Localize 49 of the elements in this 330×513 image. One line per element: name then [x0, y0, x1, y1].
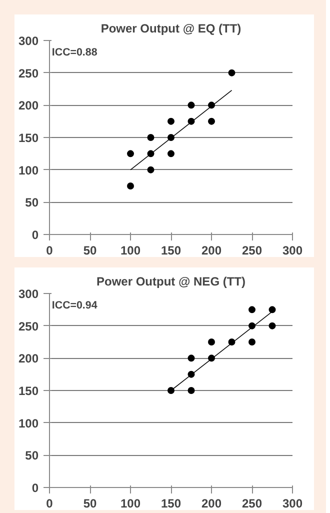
- y-tick-label: 200: [18, 352, 39, 366]
- x-tick-label: 150: [160, 244, 182, 258]
- x-tick-label: 0: [46, 244, 54, 258]
- chart-title: Power Output @ NEG (TT): [96, 274, 246, 288]
- y-tick-label: 300: [18, 34, 39, 48]
- y-tick-label: 150: [18, 131, 39, 145]
- y-tick-label: 250: [18, 319, 39, 334]
- y-tick-label: 50: [25, 448, 39, 463]
- y-tick-label: 0: [32, 481, 39, 495]
- x-tick-label: 250: [242, 496, 262, 510]
- point: [208, 338, 215, 346]
- point: [147, 134, 154, 141]
- y-tick-label: 200: [18, 98, 39, 113]
- x-tick-label: 200: [201, 496, 222, 510]
- x-tick-label: 50: [83, 244, 97, 258]
- point: [208, 118, 215, 125]
- point: [248, 306, 256, 314]
- x-tick-label: 100: [120, 496, 141, 510]
- point: [168, 387, 174, 394]
- x-tick-label: 0: [46, 496, 54, 510]
- y-tick-label: 0: [32, 228, 39, 242]
- y-tick-label: 50: [25, 196, 39, 210]
- annotation: ICC=0.88: [52, 46, 98, 58]
- point: [127, 182, 134, 190]
- point: [168, 150, 174, 158]
- point: [188, 354, 195, 362]
- y-tick-label: 300: [18, 287, 39, 301]
- point: [127, 150, 134, 158]
- point: [168, 118, 174, 125]
- y-tick-label: 250: [18, 66, 39, 80]
- annotation: ICC=0.94: [52, 299, 98, 312]
- point: [228, 69, 236, 76]
- y-tick-label: 100: [18, 163, 39, 178]
- point: [188, 102, 195, 109]
- x-tick-label: 150: [160, 496, 182, 510]
- x-tick-label: 250: [242, 244, 262, 258]
- x-tick-label: 300: [282, 496, 303, 510]
- x-tick-label: 200: [201, 244, 222, 258]
- y-tick-label: 150: [18, 384, 39, 398]
- y-tick-label: 100: [18, 416, 39, 430]
- x-tick-label: 100: [120, 244, 141, 258]
- point: [268, 306, 276, 314]
- x-tick-label: 50: [83, 496, 97, 510]
- point: [147, 166, 154, 174]
- point: [248, 338, 256, 346]
- point: [188, 387, 195, 394]
- chart-title: Power Output @ EQ (TT): [100, 22, 242, 36]
- x-tick-label: 300: [282, 244, 303, 258]
- point: [268, 322, 276, 330]
